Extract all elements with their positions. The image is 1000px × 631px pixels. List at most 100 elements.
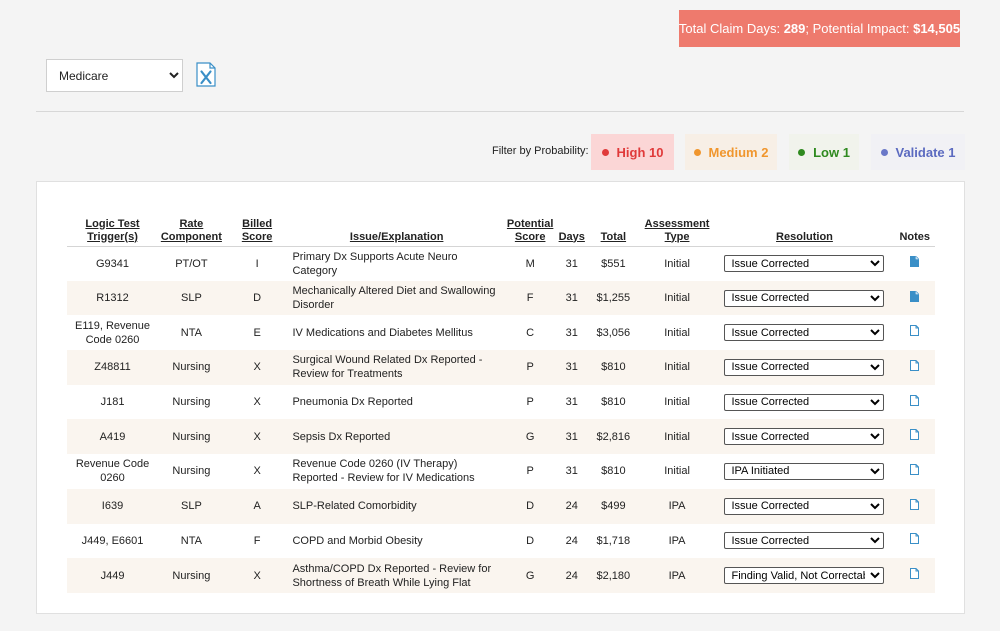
chip-count: 2 xyxy=(761,144,769,160)
resolution-select[interactable]: Issue Corrected xyxy=(724,324,885,342)
summary-separator: ; xyxy=(805,21,810,36)
cell-issue: Revenue Code 0260 (IV Therapy) Reported … xyxy=(292,458,475,485)
note-empty-icon[interactable] xyxy=(910,463,920,475)
cell-assessment-type: IPA xyxy=(668,500,686,513)
resolution-select[interactable]: IPA Initiated xyxy=(724,462,885,480)
cell-total: $810 xyxy=(601,396,626,409)
cell-notes xyxy=(894,385,935,420)
note-empty-icon[interactable] xyxy=(910,394,920,406)
cell-days: 31 xyxy=(565,361,578,374)
cell-billed-score: X xyxy=(253,396,261,409)
excel-x-icon[interactable] xyxy=(196,62,216,87)
note-empty-icon[interactable] xyxy=(910,533,920,545)
resolution-select[interactable]: Issue Corrected xyxy=(724,497,885,515)
cell-days: 31 xyxy=(565,292,578,305)
resolution-select[interactable]: Issue Corrected xyxy=(724,393,885,411)
cell-notes xyxy=(894,315,935,350)
col-header-rate[interactable]: Rate Component xyxy=(158,214,225,247)
note-empty-icon[interactable] xyxy=(910,498,920,510)
cell-billed-score: F xyxy=(253,534,261,547)
cell-issue: SLP-Related Comorbidity xyxy=(292,500,417,513)
cell-resolution: Issue Corrected xyxy=(714,246,894,281)
cell-total: $499 xyxy=(601,500,626,513)
note-filled-icon[interactable] xyxy=(910,290,920,302)
cell-rate-component: PT/OT xyxy=(175,257,208,270)
cell-potential-score: D xyxy=(526,534,535,547)
filter-low-chip[interactable]: Low 1 xyxy=(789,134,859,170)
col-header-resolution[interactable]: Resolution xyxy=(714,214,895,247)
medium-dot-icon xyxy=(693,148,701,156)
resolution-select[interactable]: Issue Corrected xyxy=(724,428,885,446)
resolution-select[interactable]: Finding Valid, Not Correctable xyxy=(724,567,885,585)
cell-potential-score: D xyxy=(526,500,535,513)
filter-high-chip[interactable]: High 10 xyxy=(591,134,674,170)
col-header-trigger[interactable]: Logic Test Trigger(s) xyxy=(67,214,159,247)
cell-potential-score: P xyxy=(526,361,534,374)
resolution-select[interactable]: Issue Corrected xyxy=(724,358,885,376)
payer-select[interactable]: Medicare xyxy=(46,59,183,92)
cell-potential-score: P xyxy=(526,465,534,478)
cell-assessment-type: Initial xyxy=(664,430,690,443)
section-divider xyxy=(36,111,964,112)
cell-resolution: Issue Corrected xyxy=(714,419,894,454)
cell-notes xyxy=(894,350,935,385)
table-row: Z48811 Nursing X Surgical Wound Related Dx … xyxy=(67,350,935,385)
cell-trigger: J449 xyxy=(100,569,125,582)
cell-trigger: E119, Revenue Code 0260 xyxy=(74,319,151,346)
cell-potential-score: P xyxy=(526,396,534,409)
cell-billed-score: X xyxy=(253,569,261,582)
cell-total: $1,718 xyxy=(596,534,631,547)
cell-total: $2,180 xyxy=(596,569,631,582)
cell-potential-score: G xyxy=(525,569,535,582)
col-header-billed[interactable]: Billed Score xyxy=(224,214,290,247)
cell-rate-component: NTA xyxy=(180,534,202,547)
cell-days: 31 xyxy=(565,326,578,339)
cell-trigger: J449, E6601 xyxy=(81,534,144,547)
filter-validate-chip[interactable]: Validate 1 xyxy=(871,134,965,170)
cell-trigger: Z48811 xyxy=(94,361,131,374)
cell-trigger: R1312 xyxy=(96,292,129,305)
cell-days: 31 xyxy=(565,396,578,409)
note-empty-icon[interactable] xyxy=(910,359,920,371)
impact-label: Potential Impact: xyxy=(812,21,910,36)
table-row: J449 Nursing X Asthma/COPD Dx Reported - Re… xyxy=(67,558,935,593)
col-header-potential[interactable]: Potential Score xyxy=(503,214,557,247)
note-empty-icon[interactable] xyxy=(910,325,920,337)
cell-notes xyxy=(894,419,935,454)
cell-assessment-type: IPA xyxy=(668,569,686,582)
cell-assessment-type: Initial xyxy=(664,361,690,374)
table-row: R1312 SLP D Mechanically Altered Diet and S… xyxy=(67,280,935,316)
note-empty-icon[interactable] xyxy=(910,429,920,441)
col-header-issue[interactable]: Issue/Explanation xyxy=(289,214,504,247)
validate-dot-icon xyxy=(880,148,888,156)
resolution-select[interactable]: Issue Corrected xyxy=(724,289,885,307)
findings-panel: Logic Test Trigger(s) Rate Component Bille… xyxy=(36,181,965,614)
cell-assessment-type: Initial xyxy=(664,257,690,270)
cell-total: $3,056 xyxy=(596,326,631,339)
cell-issue: Primary Dx Supports Acute Neuro Category xyxy=(292,250,458,277)
table-row: Revenue Code 0260 Nursing X Revenue Code 02… xyxy=(67,454,935,489)
col-header-total[interactable]: Total xyxy=(587,214,640,247)
note-filled-icon[interactable] xyxy=(910,256,920,268)
cell-total: $810 xyxy=(601,465,626,478)
claim-days-value: 289 xyxy=(783,21,806,36)
cell-days: 31 xyxy=(565,430,578,443)
cell-assessment-type: Initial xyxy=(664,326,690,339)
resolution-select[interactable]: Issue Corrected xyxy=(724,532,885,550)
cell-rate-component: SLP xyxy=(180,292,202,305)
cell-total: $2,816 xyxy=(596,430,631,443)
note-empty-icon[interactable] xyxy=(910,568,920,580)
cell-days: 31 xyxy=(565,465,578,478)
cell-resolution: Issue Corrected xyxy=(714,281,894,316)
cell-assessment-type: Initial xyxy=(664,396,690,409)
cell-billed-score: A xyxy=(253,500,261,513)
chip-count: 1 xyxy=(948,144,956,160)
cell-assessment-type: Initial xyxy=(664,292,690,305)
cell-billed-score: E xyxy=(253,326,261,339)
resolution-select[interactable]: Issue Corrected xyxy=(724,255,885,273)
filter-medium-chip[interactable]: Medium 2 xyxy=(685,134,777,170)
col-header-days[interactable]: Days xyxy=(556,214,588,247)
cell-potential-score: F xyxy=(526,292,534,305)
col-header-assessment[interactable]: Assessment Type xyxy=(639,214,715,247)
cell-resolution: Issue Corrected xyxy=(714,315,894,350)
